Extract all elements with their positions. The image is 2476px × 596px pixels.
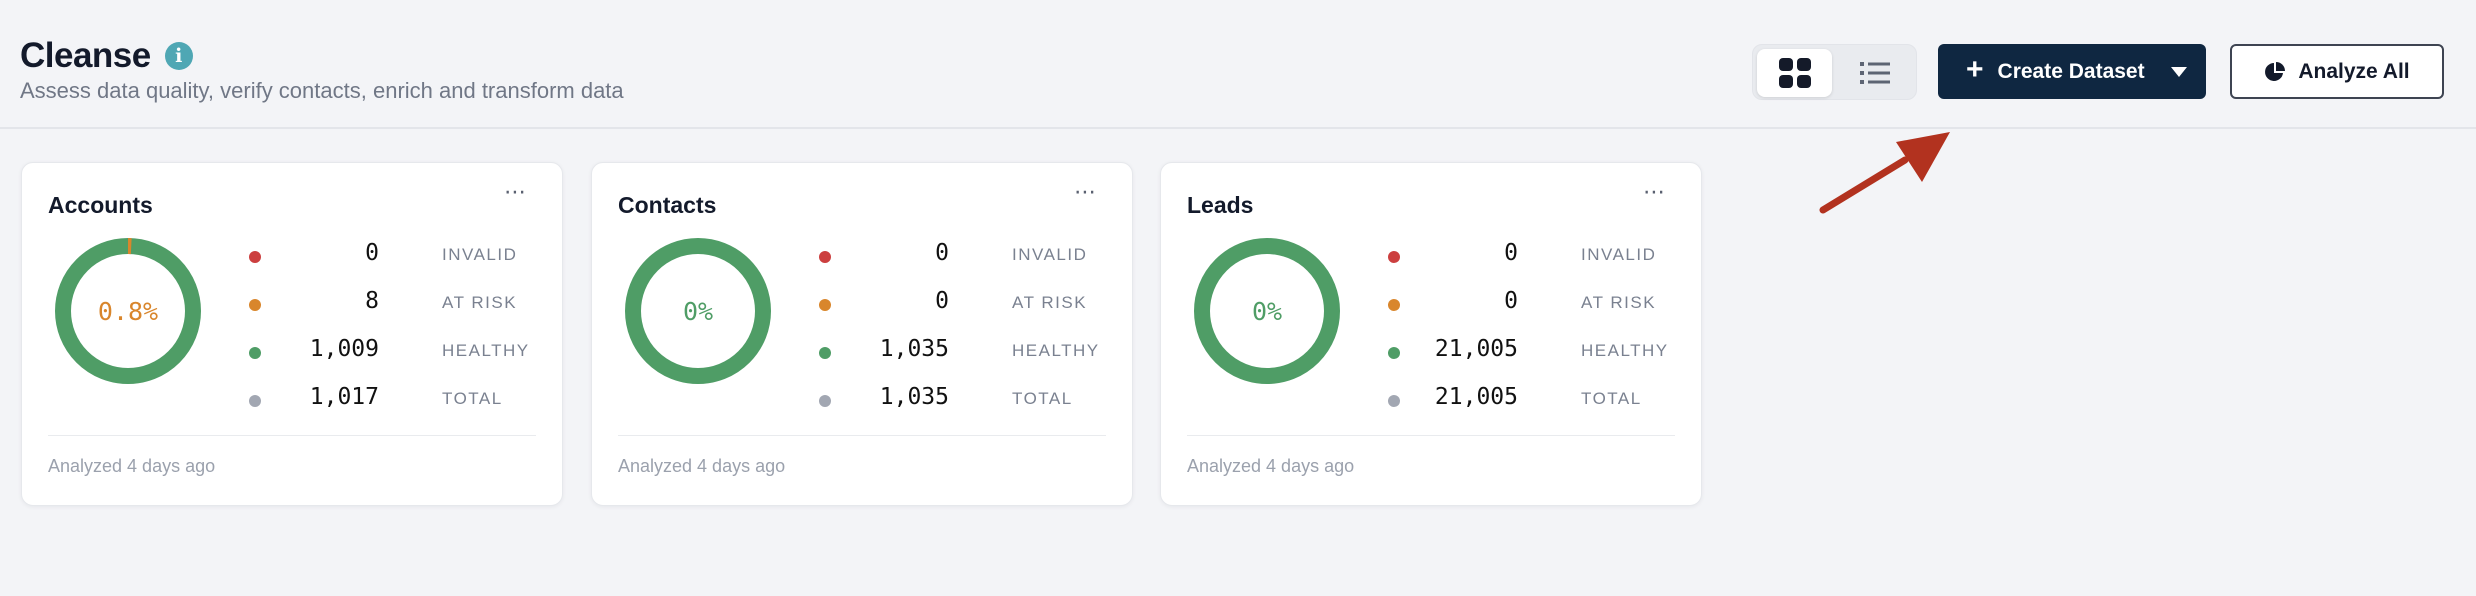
card-divider	[1187, 435, 1675, 436]
stat-value: 0	[1504, 240, 1518, 266]
plus-icon: +	[1966, 53, 1984, 86]
stat-label: AT RISK	[442, 293, 518, 312]
card-divider	[618, 435, 1106, 436]
total-dot-icon	[819, 395, 831, 407]
donut-at-risk-segment	[55, 238, 201, 384]
stat-value: 1,017	[309, 384, 379, 410]
at-risk-dot-icon	[1388, 299, 1400, 311]
stat-label: HEALTHY	[1012, 341, 1100, 360]
card-footer: Analyzed 4 days ago	[1187, 456, 1355, 476]
more-options-icon[interactable]: ⋯	[504, 179, 528, 204]
stat-label: TOTAL	[442, 389, 503, 408]
stat-value: 0	[935, 240, 949, 266]
create-dataset-label: Create Dataset	[1997, 59, 2145, 83]
card-footer: Analyzed 4 days ago	[618, 456, 786, 476]
stats-list: 0 INVALID 0 AT RISK 1,035 HEALTHY 1,035 TOTAL	[797, 238, 1117, 430]
stat-value: 8	[365, 288, 379, 314]
dataset-card-contacts[interactable]: Contacts ⋯ 0% 0 INVALID 0 AT RISK 1,035 HEALTHY 1…	[591, 162, 1133, 506]
page-header: Cleanse i Assess data quality, verify co…	[0, 0, 2476, 129]
stat-label: INVALID	[1012, 245, 1088, 264]
list-view-button[interactable]	[1837, 49, 1912, 97]
list-icon	[1859, 62, 1890, 84]
create-dataset-main[interactable]: + Create Dataset	[1938, 44, 2152, 99]
stats-list: 0 INVALID 8 AT RISK 1,009 HEALTHY 1,017 TOTAL	[227, 238, 547, 430]
annotation-arrow-icon	[1819, 132, 1950, 214]
info-icon[interactable]: i	[164, 42, 193, 70]
stat-row-at-risk: 0 AT RISK	[1366, 286, 1686, 334]
dataset-card-accounts[interactable]: Accounts ⋯ 0.8% 0 INVALID 8 AT RISK 1,009 HEALTH…	[21, 162, 563, 506]
stat-row-healthy: 21,005 HEALTHY	[1366, 334, 1686, 382]
at-risk-dot-icon	[819, 299, 831, 311]
more-options-icon[interactable]: ⋯	[1074, 179, 1098, 204]
page-subtitle: Assess data quality, verify contacts, en…	[20, 78, 624, 103]
stat-row-healthy: 1,035 HEALTHY	[797, 334, 1117, 382]
stats-list: 0 INVALID 0 AT RISK 21,005 HEALTHY 21,005 TOTAL	[1366, 238, 1686, 430]
stat-label: AT RISK	[1581, 293, 1657, 312]
card-title: Leads	[1187, 192, 1254, 218]
stat-row-at-risk: 0 AT RISK	[797, 286, 1117, 334]
stat-row-total: 21,005 TOTAL	[1366, 382, 1686, 430]
stat-label: HEALTHY	[1581, 341, 1669, 360]
invalid-dot-icon	[249, 251, 261, 263]
create-dataset-dropdown[interactable]	[2152, 44, 2206, 99]
stat-row-healthy: 1,009 HEALTHY	[227, 334, 547, 382]
pie-chart-icon	[2265, 61, 2286, 81]
health-donut: 0.8%	[55, 238, 201, 384]
donut-percent-label: 0%	[1252, 297, 1282, 326]
title-row: Cleanse i	[20, 36, 193, 76]
caret-down-icon	[2171, 66, 2187, 77]
card-title: Accounts	[48, 192, 153, 218]
stat-value: 1,035	[879, 384, 949, 410]
donut-percent-label: 0.8%	[98, 297, 158, 326]
stat-value: 0	[1504, 288, 1518, 314]
page-title: Cleanse	[20, 36, 151, 75]
card-title: Contacts	[618, 192, 717, 218]
stat-value: 0	[935, 288, 949, 314]
analyze-all-label: Analyze All	[2298, 59, 2410, 83]
healthy-dot-icon	[1388, 347, 1400, 359]
create-dataset-button[interactable]: + Create Dataset	[1938, 44, 2206, 99]
view-toggle	[1752, 44, 1917, 100]
health-donut: 0%	[625, 238, 771, 384]
stat-row-total: 1,035 TOTAL	[797, 382, 1117, 430]
stat-value: 1,009	[309, 336, 379, 362]
stat-value: 1,035	[879, 336, 949, 362]
stat-row-at-risk: 8 AT RISK	[227, 286, 547, 334]
analyze-all-button[interactable]: Analyze All	[2230, 44, 2444, 99]
donut-percent-label: 0%	[683, 297, 713, 326]
health-donut: 0%	[1194, 238, 1340, 384]
stat-row-total: 1,017 TOTAL	[227, 382, 547, 430]
dataset-card-leads[interactable]: Leads ⋯ 0% 0 INVALID 0 AT RISK 21,005 HEALTHY 21,…	[1160, 162, 1702, 506]
stat-row-invalid: 0 INVALID	[227, 238, 547, 286]
healthy-dot-icon	[249, 347, 261, 359]
at-risk-dot-icon	[249, 299, 261, 311]
stat-label: INVALID	[442, 245, 518, 264]
stat-label: INVALID	[1581, 245, 1657, 264]
stat-value: 21,005	[1434, 384, 1518, 410]
donut-healthy-ring	[1194, 238, 1340, 384]
stat-row-invalid: 0 INVALID	[1366, 238, 1686, 286]
stat-value: 21,005	[1434, 336, 1518, 362]
stat-value: 0	[365, 240, 379, 266]
more-options-icon[interactable]: ⋯	[1643, 179, 1667, 204]
total-dot-icon	[249, 395, 261, 407]
stat-label: TOTAL	[1012, 389, 1073, 408]
total-dot-icon	[1388, 395, 1400, 407]
stat-label: HEALTHY	[442, 341, 530, 360]
invalid-dot-icon	[819, 251, 831, 263]
stat-row-invalid: 0 INVALID	[797, 238, 1117, 286]
grid-view-button[interactable]	[1757, 49, 1832, 97]
card-divider	[48, 435, 536, 436]
healthy-dot-icon	[819, 347, 831, 359]
donut-healthy-ring	[625, 238, 771, 384]
stat-label: TOTAL	[1581, 389, 1642, 408]
invalid-dot-icon	[1388, 251, 1400, 263]
grid-icon	[1778, 58, 1811, 88]
card-footer: Analyzed 4 days ago	[48, 456, 216, 476]
stat-label: AT RISK	[1012, 293, 1088, 312]
